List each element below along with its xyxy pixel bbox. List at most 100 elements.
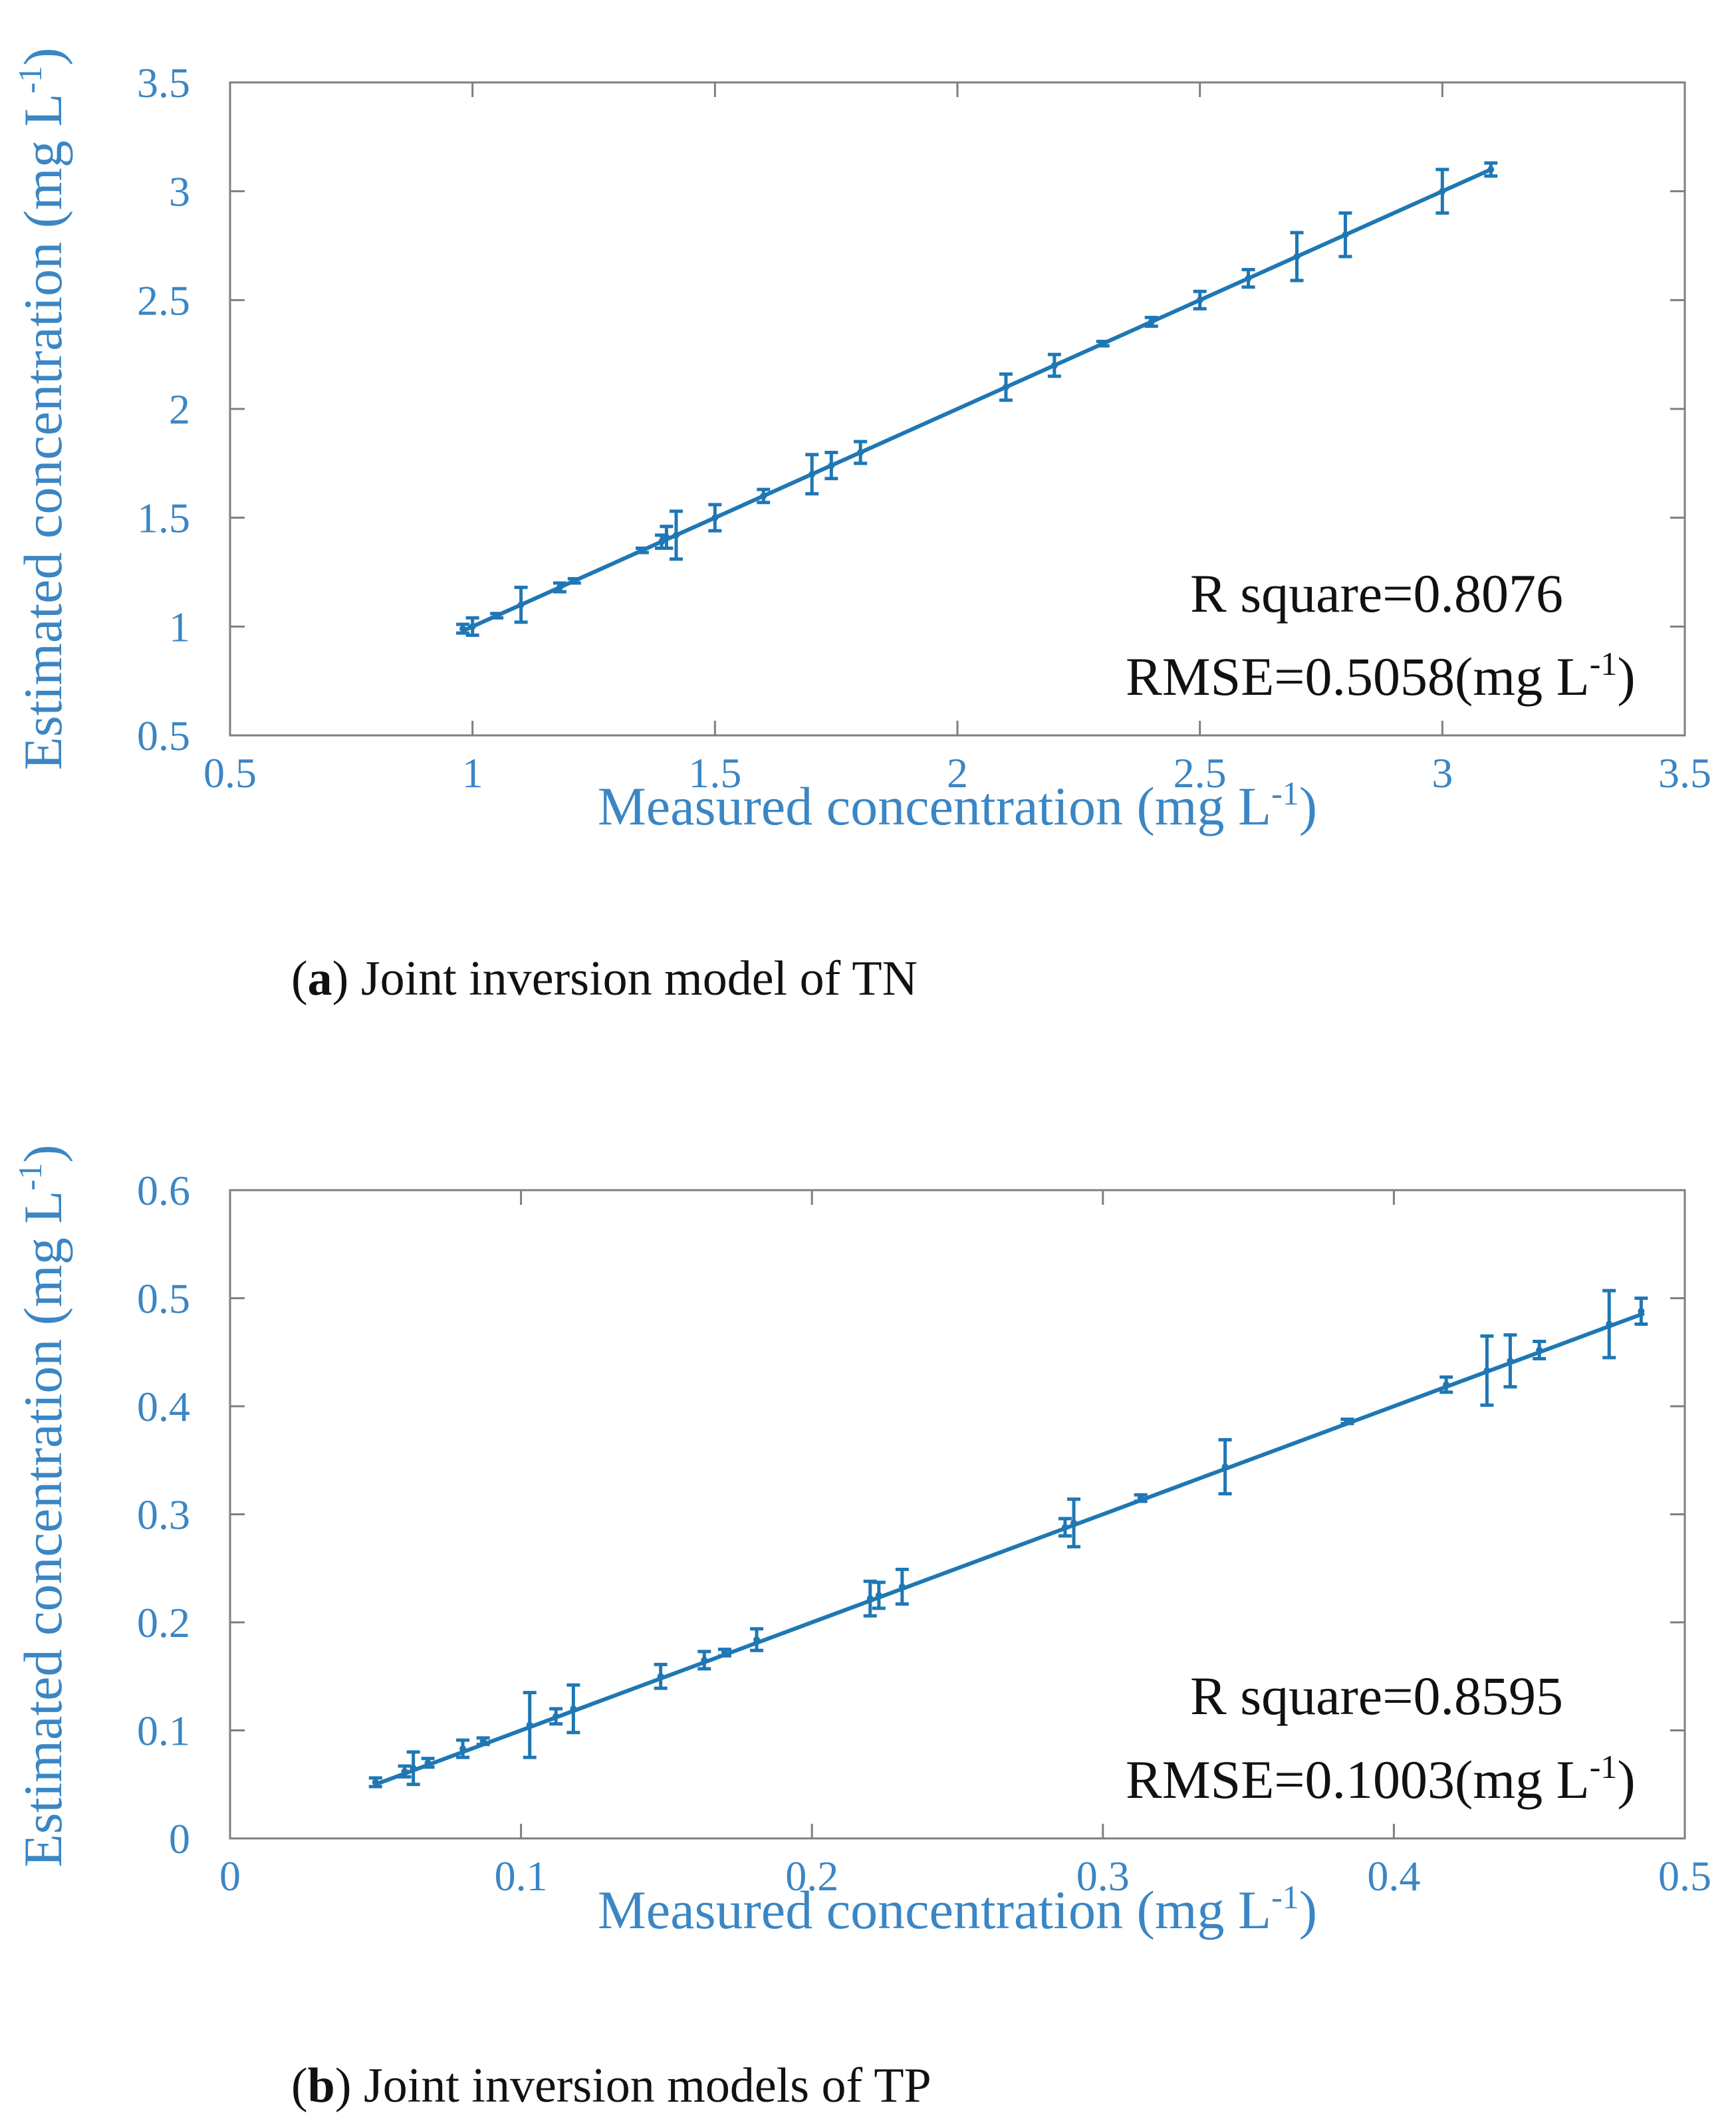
plot-frame [229,1189,1686,1840]
data-point [828,462,835,469]
caption-b-text: Joint inversion models of TP [363,2059,931,2113]
data-point [372,1779,379,1786]
x-tick-label: 1.5 [688,749,741,797]
data-point [410,1765,417,1772]
data-point [1070,1519,1078,1527]
y-axis-label-text: Estimated concentration (mg L [13,1191,73,1868]
data-point [1148,318,1155,326]
data-point [663,534,670,541]
y-tick-label: 0.1 [137,1707,190,1755]
annotation-rmse-text: RMSE=0.5058(mg L [1126,646,1590,707]
y-tick-label: 0.3 [137,1491,190,1539]
data-point [657,1673,664,1680]
caption-b-letter: b [307,2059,335,2113]
data-point [459,1745,467,1753]
data-point [701,1656,708,1664]
y-axis-label-close: ) [13,1145,73,1163]
data-point [711,514,719,521]
data-point [1487,166,1495,173]
data-point [1099,340,1106,347]
data-marks [456,161,1498,637]
data-point [658,538,666,545]
annotation-rmse-text: RMSE=0.1003(mg L [1126,1749,1590,1810]
y-tick-label: 0.2 [137,1599,190,1646]
annotation-rmse-close: ) [1617,646,1635,707]
axis-ticks [229,81,1686,737]
data-point [1051,362,1058,369]
y-tick-label: 0.6 [137,1167,190,1214]
data-point [1061,1524,1068,1531]
data-point [556,584,563,591]
data-point [479,1737,487,1745]
data-point [424,1759,432,1767]
data-point [1507,1357,1514,1364]
x-axis-label-close: ) [1299,1880,1317,1940]
y-axis-label: Estimated concentration (mg L-1) [11,48,73,771]
y-tick-label: 2.5 [137,277,190,324]
data-point [1439,188,1446,195]
data-point [553,1713,560,1720]
x-axis-label-text: Measured concentration (mg L [598,1880,1271,1940]
data-point [672,531,680,539]
x-tick-label: 0.3 [1076,1852,1130,1900]
y-tick-label: 0.4 [137,1383,190,1430]
annotation-rmse: RMSE=0.1003(mg L-1) [1126,1748,1636,1810]
data-point [1137,1495,1144,1502]
x-axis-label-text: Measured concentration (mg L [598,776,1271,836]
x-tick-label: 0.2 [785,1852,838,1900]
x-tick-label: 0 [219,1852,241,1900]
y-tick-label: 1 [169,603,190,650]
data-point [401,1768,408,1775]
y-tick-labels: 0.5 1 1.5 2 2.5 3 3.5 [137,59,190,759]
x-tick-label: 3 [1431,749,1453,797]
axis-ticks [229,1189,1686,1840]
data-point [1221,1463,1229,1470]
data-point [1196,297,1203,304]
data-marks [368,1289,1648,1789]
x-tick-label: 2.5 [1174,749,1227,797]
annotation-rmse-exp: -1 [1590,645,1618,682]
x-axis-label: Measured concentration (mg L-1) [598,1878,1317,1940]
data-point [1245,275,1252,282]
caption-a: (a) Joint inversion model of TN [291,951,918,1006]
x-axis-label-exp: -1 [1271,1878,1299,1916]
x-tick-label: 1 [462,749,483,797]
x-tick-labels: 0 0.1 0.2 0.3 0.4 0.5 [219,1852,1711,1900]
y-axis-label-close: ) [13,48,73,66]
data-point [638,547,646,554]
x-axis-label-exp: -1 [1271,775,1299,812]
x-tick-label: 0.5 [1658,1852,1711,1900]
data-point [1443,1381,1450,1388]
data-point [760,492,767,499]
y-tick-label: 0 [169,1815,190,1862]
data-point [1536,1346,1543,1354]
data-point [570,1705,577,1712]
chart-b: 0 0.1 0.2 0.3 0.4 0.5 0.6 0 0.1 0.2 0.3 0.4 0.5 Mea… [11,1145,1711,1940]
y-tick-label: 2 [169,386,190,433]
y-axis-label-exp: -1 [11,66,49,94]
x-tick-label: 0.5 [203,749,257,797]
x-tick-label: 0.1 [495,1852,548,1900]
data-point [1638,1308,1645,1314]
x-tick-label: 2 [947,749,968,797]
annotation-r-square: R square=0.8076 [1190,563,1563,624]
data-point [866,1595,874,1602]
y-tick-label: 3 [169,168,190,215]
x-tick-label: 3.5 [1658,749,1711,797]
fit-line [374,1311,1645,1787]
annotation-rmse-exp: -1 [1590,1748,1618,1785]
data-point [1483,1367,1491,1374]
x-axis-label: Measured concentration (mg L-1) [598,775,1317,836]
x-tick-labels: 0.5 1 1.5 2 2.5 3 3.5 [203,749,1711,797]
data-point [753,1636,761,1643]
data-point [1606,1320,1613,1328]
data-point [459,625,467,632]
data-point [526,1721,533,1729]
annotation-r-square: R square=0.8595 [1190,1666,1563,1726]
x-axis-label-close: ) [1299,776,1317,836]
data-point [1293,253,1301,260]
data-point [1344,1418,1351,1425]
data-point [808,471,816,478]
fit-line [461,168,1492,633]
x-tick-label: 0.4 [1367,1852,1420,1900]
